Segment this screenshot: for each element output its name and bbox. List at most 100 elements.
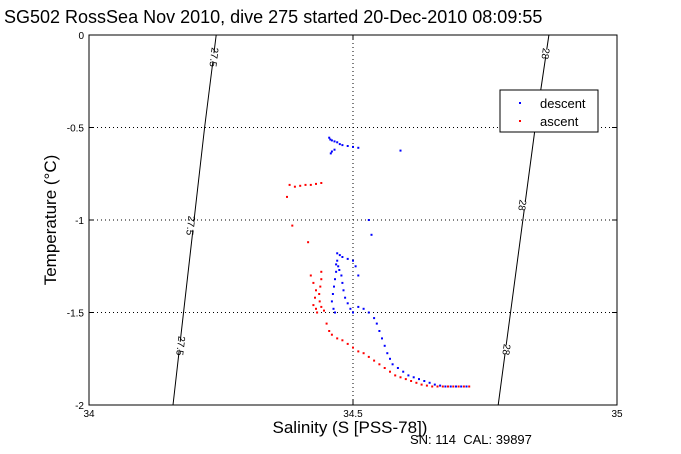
descent-point: [338, 269, 341, 271]
descent-point: [332, 307, 335, 310]
descent-point: [367, 311, 370, 314]
descent-point: [329, 152, 332, 155]
descent-point: [337, 265, 340, 268]
legend-marker-descent: [519, 102, 521, 104]
descent-point: [373, 317, 376, 320]
ascent-point: [293, 185, 296, 188]
descent-point: [367, 219, 370, 221]
y-axis-label: Temperature (°C): [41, 155, 60, 286]
descent-point: [342, 289, 345, 292]
data-series: [286, 136, 471, 388]
footer-text: SN: 114 CAL: 39897: [410, 432, 532, 447]
legend-box: [499, 89, 599, 133]
ascent-point: [315, 307, 317, 310]
descent-point: [386, 352, 389, 355]
descent-point: [346, 302, 349, 305]
descent-point: [340, 274, 343, 277]
isopycnal-label: 28: [499, 343, 511, 356]
legend-marker-ascent: [519, 120, 521, 122]
ascent-point: [318, 300, 321, 303]
ascent-point: [410, 380, 413, 382]
descent-point: [329, 138, 332, 141]
descent-point: [334, 278, 336, 281]
isopycnal-label-bg: [166, 340, 194, 352]
ascent-point: [341, 339, 344, 342]
legend-label-ascent: ascent: [540, 114, 579, 129]
descent-point: [439, 384, 442, 387]
ascent-point: [316, 311, 319, 314]
descent-point: [357, 305, 360, 308]
ascent-point: [383, 367, 386, 369]
descent-point: [465, 385, 468, 388]
descent-point: [333, 148, 336, 151]
descent-point: [341, 281, 344, 284]
descent-point: [336, 259, 339, 262]
ascent-point: [325, 322, 328, 325]
x-tick-label: 34: [83, 409, 95, 420]
descent-point: [428, 381, 431, 384]
isopycnal-label-bg: [176, 220, 204, 232]
descent-point: [335, 270, 338, 273]
ascent-point: [420, 383, 423, 386]
ascent-point: [323, 309, 325, 312]
descent-point: [341, 256, 344, 258]
descent-point: [455, 385, 457, 388]
descent-point: [375, 322, 378, 325]
descent-point: [352, 311, 354, 314]
ascent-point: [319, 285, 322, 288]
descent-point: [333, 140, 336, 143]
ascent-point: [389, 370, 391, 373]
ascent-point: [288, 183, 291, 186]
ascent-point: [312, 281, 315, 284]
isopycnal-label: 27.5: [206, 47, 219, 68]
ascent-point: [299, 184, 302, 187]
ascent-point: [291, 224, 294, 227]
ascent-point: [457, 385, 460, 388]
ascent-point: [304, 183, 307, 186]
descent-point: [433, 383, 436, 386]
descent-point: [334, 311, 336, 314]
ascent-point: [346, 342, 349, 345]
descent-point: [352, 145, 354, 148]
descent-point: [389, 357, 391, 360]
y-tick-label: -1: [75, 216, 84, 227]
ascent-point: [315, 289, 317, 292]
descent-point: [346, 257, 349, 260]
descent-point: [357, 274, 360, 277]
isopycnal-lines: 27.5 27.5 27.5 28 28 28: [166, 34, 559, 406]
descent-point: [399, 149, 402, 152]
descent-point: [352, 259, 354, 262]
ascent-point: [431, 385, 434, 388]
isopycnal-label: 28: [538, 47, 550, 60]
descent-point: [402, 370, 405, 373]
descent-point: [357, 146, 360, 149]
ascent-point: [462, 385, 465, 388]
descent-point: [346, 145, 349, 147]
descent-point: [338, 143, 341, 146]
ascent-point: [336, 337, 339, 340]
ascent-point: [352, 346, 354, 349]
ascent-point: [436, 385, 439, 388]
isopycnal-label: 27.5: [183, 215, 196, 236]
ascent-point: [309, 183, 312, 186]
isopycnal-label: 27.5: [173, 335, 186, 356]
ascent-point: [330, 333, 333, 336]
descent-point: [330, 150, 333, 153]
descent-point: [412, 376, 415, 379]
ascent-point: [357, 350, 360, 353]
isopycnal-line: [172, 34, 217, 406]
descent-point: [362, 307, 365, 310]
x-axis-label: Salinity (S [PSS-78]): [273, 418, 428, 437]
ascent-point: [320, 182, 323, 184]
descent-point: [333, 285, 335, 288]
descent-point: [370, 233, 373, 236]
descent-point: [460, 385, 463, 388]
ascent-point: [468, 385, 471, 388]
y-tick-label: -2: [75, 401, 84, 412]
y-tick-label: 0: [78, 31, 84, 42]
descent-point: [336, 252, 339, 255]
descent-point: [423, 380, 426, 382]
legend: descent ascent: [499, 89, 599, 133]
descent-point: [418, 378, 420, 381]
